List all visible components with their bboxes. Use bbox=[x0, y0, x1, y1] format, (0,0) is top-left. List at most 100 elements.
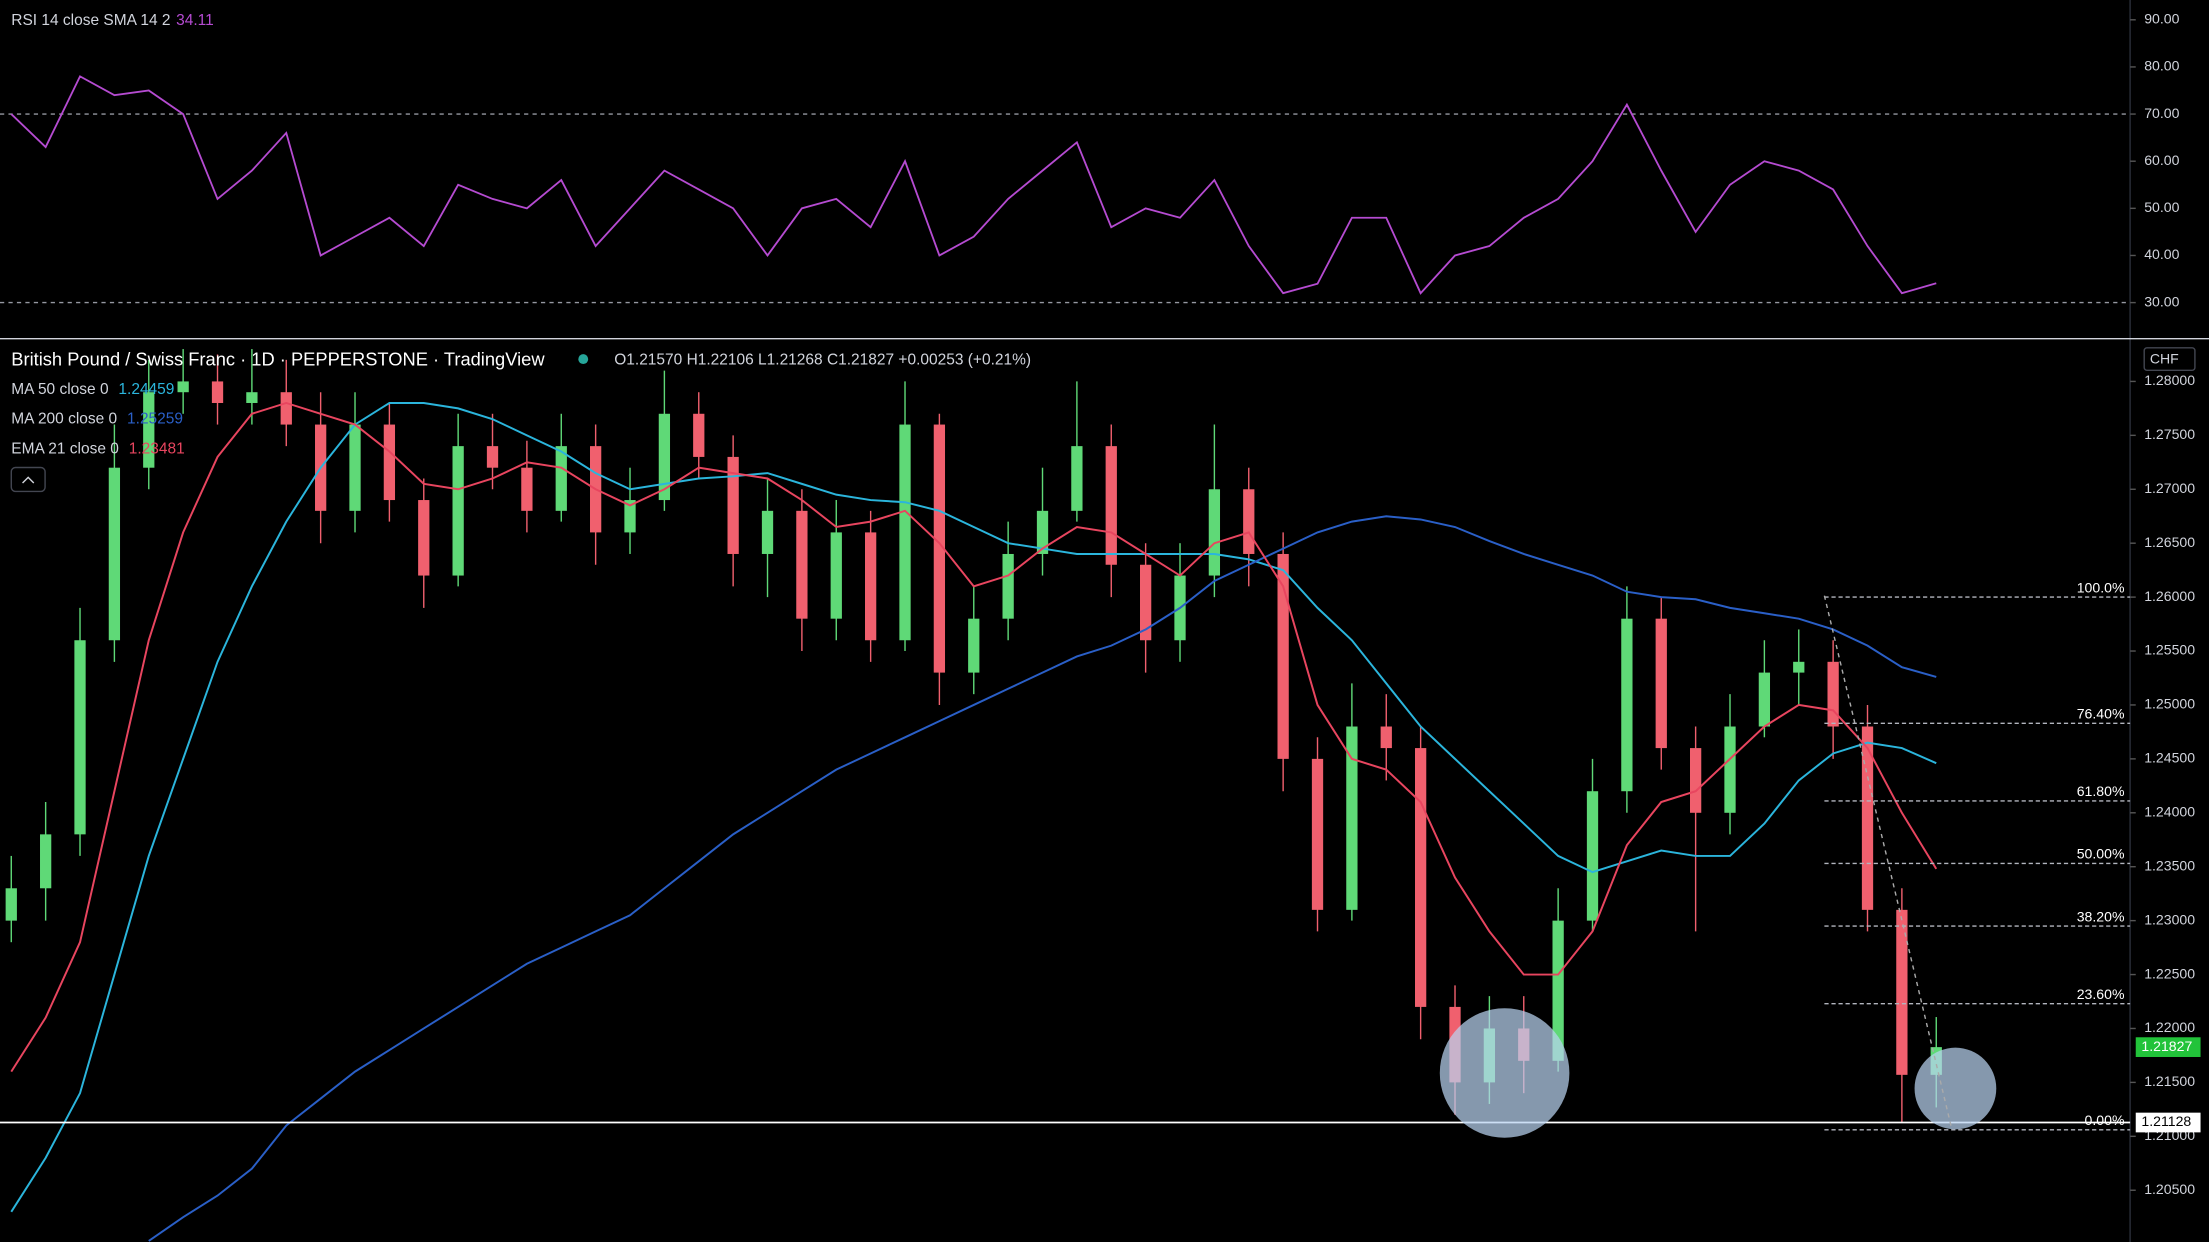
candle-body bbox=[521, 467, 533, 511]
legend-value: 1.25259 bbox=[127, 411, 183, 428]
fib-label: 61.80% bbox=[2077, 783, 2125, 799]
candle-body bbox=[246, 392, 258, 403]
candle-body bbox=[1036, 510, 1049, 554]
candle-body bbox=[1827, 661, 1839, 727]
y-tick-label: 1.22000 bbox=[2144, 1019, 2195, 1035]
fib-label: 50.00% bbox=[2077, 846, 2125, 862]
candle-body bbox=[1243, 489, 1255, 554]
candle-body bbox=[1793, 661, 1805, 673]
last-price-tag bbox=[2135, 1037, 2201, 1057]
y-tick-label: 1.25000 bbox=[2144, 696, 2195, 712]
candle-body bbox=[796, 510, 808, 619]
y-tick-label: 80.00 bbox=[2144, 58, 2179, 74]
rsi-title: RSI 14 close SMA 14 2 bbox=[11, 12, 170, 29]
candle-body bbox=[1346, 726, 1358, 910]
candle-body bbox=[211, 381, 224, 403]
candle-body bbox=[624, 500, 636, 533]
last-price-label: 1.21827 bbox=[2141, 1038, 2192, 1054]
candle-body bbox=[143, 392, 155, 468]
candle-body bbox=[1586, 791, 1599, 921]
plot-area: 100.0% 76.40% 61.80% 50.00% 38.20% 23.60% 0.00… bbox=[0, 75, 2131, 1242]
legend-value: 1.23481 bbox=[129, 440, 185, 457]
currency-button[interactable] bbox=[2143, 347, 2196, 372]
candle-body bbox=[1105, 446, 1117, 565]
candle-body bbox=[555, 446, 567, 511]
highlight-circle bbox=[1439, 1008, 1570, 1138]
fib-label: 23.60% bbox=[2077, 986, 2125, 1002]
candle-body bbox=[486, 446, 499, 468]
collapse-icon bbox=[22, 476, 35, 484]
legend-label: EMA 21 close 0 bbox=[11, 440, 119, 457]
candle-body bbox=[658, 413, 671, 501]
candle-body bbox=[1311, 758, 1324, 910]
ma-line bbox=[10, 401, 1938, 1073]
candle-body bbox=[830, 532, 842, 619]
candle-body bbox=[1277, 553, 1289, 759]
candle-body bbox=[5, 888, 17, 921]
y-tick-label: 1.23000 bbox=[2144, 911, 2195, 927]
candle-body bbox=[383, 424, 396, 501]
y-tick-label: 1.27000 bbox=[2144, 480, 2195, 496]
currency: CHF bbox=[2150, 351, 2179, 367]
legend-label: MA 50 close 0 bbox=[11, 381, 108, 398]
y-tick-label: 1.26500 bbox=[2144, 534, 2195, 550]
y-tick-label: 1.25500 bbox=[2144, 642, 2195, 658]
highlight-circle bbox=[1914, 1047, 1997, 1130]
candle-body bbox=[1208, 489, 1221, 576]
candle-body bbox=[727, 456, 739, 554]
fib-label: 76.40% bbox=[2077, 706, 2125, 722]
candle-body bbox=[1002, 553, 1014, 619]
candle-body bbox=[1689, 748, 1702, 813]
candle-body bbox=[1655, 618, 1667, 749]
y-tick-label: 40.00 bbox=[2144, 246, 2179, 262]
candle-body bbox=[40, 834, 52, 889]
candle-body bbox=[1621, 618, 1633, 792]
collapse-button[interactable] bbox=[10, 466, 46, 493]
candle-body bbox=[1071, 446, 1083, 511]
rsi-line bbox=[10, 75, 1937, 295]
y-tick-label: 1.28000 bbox=[2144, 372, 2195, 388]
candle-body bbox=[349, 424, 361, 511]
candle-body bbox=[968, 618, 980, 673]
candle-body bbox=[1724, 726, 1736, 813]
fib-trend-line bbox=[1823, 595, 1952, 1127]
ma-line bbox=[10, 402, 1937, 1213]
fib-label: 0.00% bbox=[2085, 1112, 2125, 1128]
y-tick-label: 50.00 bbox=[2144, 199, 2179, 215]
candle-body bbox=[108, 467, 121, 641]
y-tick-label: 1.26000 bbox=[2144, 588, 2195, 604]
y-tick-label: 1.27500 bbox=[2144, 426, 2195, 442]
candle-body bbox=[1758, 672, 1771, 727]
hline-tag bbox=[2135, 1112, 2201, 1133]
candle-body bbox=[899, 424, 911, 641]
hline-tag-label: 1.21128 bbox=[2141, 1113, 2191, 1129]
candle-body bbox=[933, 424, 946, 673]
candle-body bbox=[1896, 909, 1908, 1075]
y-tick-label: 1.23500 bbox=[2144, 857, 2195, 873]
candle-body bbox=[1140, 564, 1152, 641]
candle-body bbox=[693, 413, 705, 457]
y-tick-label: 90.00 bbox=[2144, 11, 2179, 27]
ohlc-values: O1.21570 H1.22106 L1.21268 C1.21827 +0.0… bbox=[614, 352, 1031, 369]
y-tick-label: 30.00 bbox=[2144, 293, 2179, 309]
candle-body bbox=[1380, 726, 1392, 749]
legend-label: MA 200 close 0 bbox=[11, 411, 117, 428]
candle-body bbox=[1414, 748, 1427, 1007]
legend-value: 1.24459 bbox=[118, 381, 174, 398]
rsi-value: 34.11 bbox=[176, 12, 214, 29]
candle-body bbox=[280, 392, 292, 425]
ma-line bbox=[148, 515, 1937, 1242]
candle-body bbox=[1861, 726, 1874, 910]
candle-body bbox=[452, 446, 464, 576]
y-tick-label: 1.24000 bbox=[2144, 804, 2195, 820]
y-tick-label: 1.24500 bbox=[2144, 750, 2195, 766]
y-tick-label: 1.21500 bbox=[2144, 1073, 2195, 1089]
y-tick-label: 70.00 bbox=[2144, 105, 2179, 121]
y-tick-label: 60.00 bbox=[2144, 152, 2179, 168]
candle-body bbox=[761, 510, 774, 554]
market-status bbox=[578, 354, 589, 365]
